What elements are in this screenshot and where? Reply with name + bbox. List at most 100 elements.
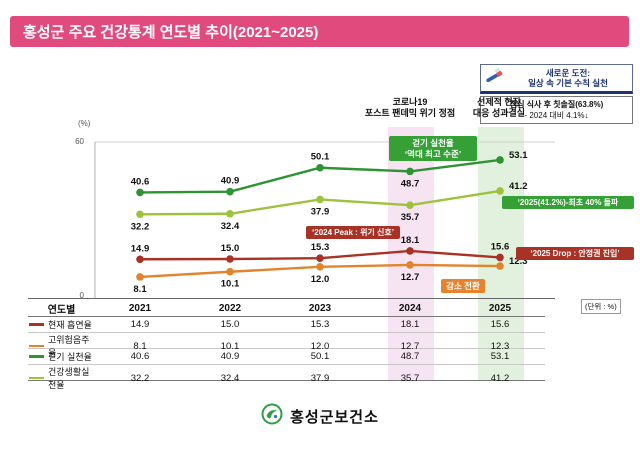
table-value: 41.2 [490, 372, 510, 384]
data-label: 40.9 [221, 176, 240, 187]
data-point [316, 263, 324, 271]
series-name: 건강생활실천율 [48, 367, 90, 390]
series-label-cell: 건강생활실천율 [28, 365, 95, 391]
data-point [316, 195, 324, 204]
detail-line1: 점심 식사 후 칫솔질(63.8%) [509, 100, 604, 109]
y-axis-tick-60: 60 [75, 137, 84, 146]
proactive-line2: 대응 성과결실 [472, 108, 526, 118]
data-label: 10.1 [221, 279, 240, 290]
covid-line1: 코로나19 [392, 97, 428, 107]
table-value: 37.9 [310, 372, 330, 384]
challenge-line1: 새로운 도전: [545, 68, 591, 78]
walking-record-callout: 걷기 실천율 ‘역대 최고 수준’ [389, 136, 477, 161]
data-point [406, 201, 414, 209]
x-axis-line [28, 298, 555, 299]
data-label: 8.1 [133, 284, 147, 295]
proactive-annotation: 선제적 현장 대응 성과결실 [449, 97, 549, 119]
table-value: 50.1 [310, 351, 330, 362]
data-point [406, 167, 414, 176]
unit-note: (단위 : %) [581, 299, 621, 314]
table-value: 40.6 [130, 351, 150, 362]
year-axis-label: 연도별 [47, 304, 76, 316]
org-name: 홍성군보건소 [290, 409, 379, 426]
data-label: 12.0 [311, 274, 330, 285]
footer: 홍성군보건소 [0, 403, 640, 430]
table-value: 48.7 [400, 351, 420, 362]
table-value: 53.1 [490, 351, 510, 362]
year-header: 2021 [128, 302, 152, 314]
data-label: 50.1 [311, 152, 330, 163]
table-value: 35.7 [400, 372, 420, 384]
peak-callout: ‘2024 Peak : 위기 신호’ [306, 226, 400, 239]
table-row: 고위험음주율 8.1 10.1 12.0 12.7 12.3 [28, 333, 545, 358]
data-point [316, 254, 324, 263]
data-label: 35.7 [401, 212, 420, 223]
series-label-cell: 고위험음주율 [28, 333, 95, 359]
walking-line2: ‘역대 최고 수준’ [404, 148, 462, 159]
page-title: 홍성군 주요 건강통계 연도별 추이(2021~2025) [10, 16, 629, 47]
data-point [316, 163, 324, 172]
data-label: 15.6 [491, 241, 510, 252]
org-logo-icon [261, 403, 283, 430]
series-label-cell: 현재 흡연율 [28, 318, 95, 331]
data-point [136, 273, 144, 281]
table-value: 12.3 [490, 340, 510, 352]
toothbrush-icon [484, 66, 504, 91]
decrease-callout: 감소 전환 [441, 279, 485, 293]
data-table: 연도별 2021 2022 2023 2024 2025 현재 흡연율 14.9 15.0 15.… [28, 300, 545, 390]
table-value: 10.1 [220, 340, 240, 352]
table-row: 현재 흡연율 14.9 15.0 15.3 18.1 15.6 [28, 317, 545, 333]
data-label: 48.7 [401, 178, 420, 189]
data-label: 32.4 [221, 221, 240, 232]
data-label: 12.3 [509, 256, 528, 267]
table-value: 8.1 [133, 340, 147, 352]
data-point [496, 262, 504, 270]
data-point [226, 267, 234, 276]
table-value: 14.9 [130, 319, 150, 330]
series-name: 고위험음주율 [48, 335, 90, 358]
drop-callout: ‘2025 Drop : 안정권 진입’ [516, 247, 634, 260]
table-value: 12.0 [310, 340, 330, 352]
year-header: 2024 [398, 302, 422, 314]
table-value: 12.7 [400, 340, 420, 352]
covid-annotation: 코로나19 포스트 팬데믹 위기 정점 [357, 97, 463, 119]
table-value: 15.3 [310, 319, 330, 330]
data-label: 15.0 [221, 243, 240, 254]
y-axis-tick-0: 0 [79, 291, 84, 300]
breakthrough-callout: ‘2025(41.2%)-최초 40% 돌파 [502, 196, 634, 209]
table-row: 걷기 실천율 40.6 40.9 50.1 48.7 53.1 [28, 349, 545, 365]
data-label: 41.2 [509, 181, 528, 192]
table-header-row: 연도별 2021 2022 2023 2024 2025 [28, 300, 545, 317]
legend-marker [29, 323, 44, 326]
table-value: 32.2 [130, 372, 150, 384]
table-value: 32.4 [220, 372, 240, 384]
y-axis-unit: (%) [78, 119, 91, 128]
year-header: 2023 [308, 302, 332, 314]
data-point [226, 255, 234, 263]
data-label: 40.6 [131, 176, 150, 187]
data-point [406, 261, 414, 269]
data-point [496, 253, 504, 262]
walking-line1: 걷기 실천율 [412, 138, 454, 148]
data-point [496, 187, 504, 195]
data-label: 37.9 [311, 206, 330, 217]
data-label: 12.7 [401, 272, 420, 283]
legend-marker [29, 344, 44, 348]
covid-line2: 포스트 팬데믹 위기 정점 [364, 108, 456, 118]
table-value: 40.9 [220, 351, 240, 362]
challenge-text: 새로운 도전: 일상 속 기본 수칙 실천 [507, 68, 629, 88]
data-point [226, 187, 234, 196]
year-header: 2022 [218, 302, 242, 314]
series-name: 현재 흡연율 [48, 320, 92, 330]
table-value: 18.1 [400, 319, 420, 330]
data-point [136, 210, 144, 219]
data-point [496, 156, 504, 164]
toothbrush-detail-box: 점심 식사 후 칫솔질(63.8%) - 2024 대비 4.1%↓ [480, 96, 633, 124]
table-row: 건강생활실천율 32.2 32.4 37.9 35.7 41.2 [28, 365, 545, 390]
data-point [226, 209, 234, 218]
table-value: 15.6 [490, 319, 510, 330]
challenge-line2: 일상 속 기본 수칙 실천 [528, 78, 608, 88]
data-label: 15.3 [311, 242, 330, 253]
data-point [136, 188, 144, 197]
data-label: 14.9 [131, 243, 150, 254]
